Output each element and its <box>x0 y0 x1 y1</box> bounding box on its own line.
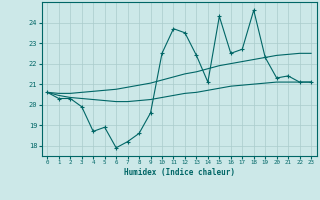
X-axis label: Humidex (Indice chaleur): Humidex (Indice chaleur) <box>124 168 235 177</box>
